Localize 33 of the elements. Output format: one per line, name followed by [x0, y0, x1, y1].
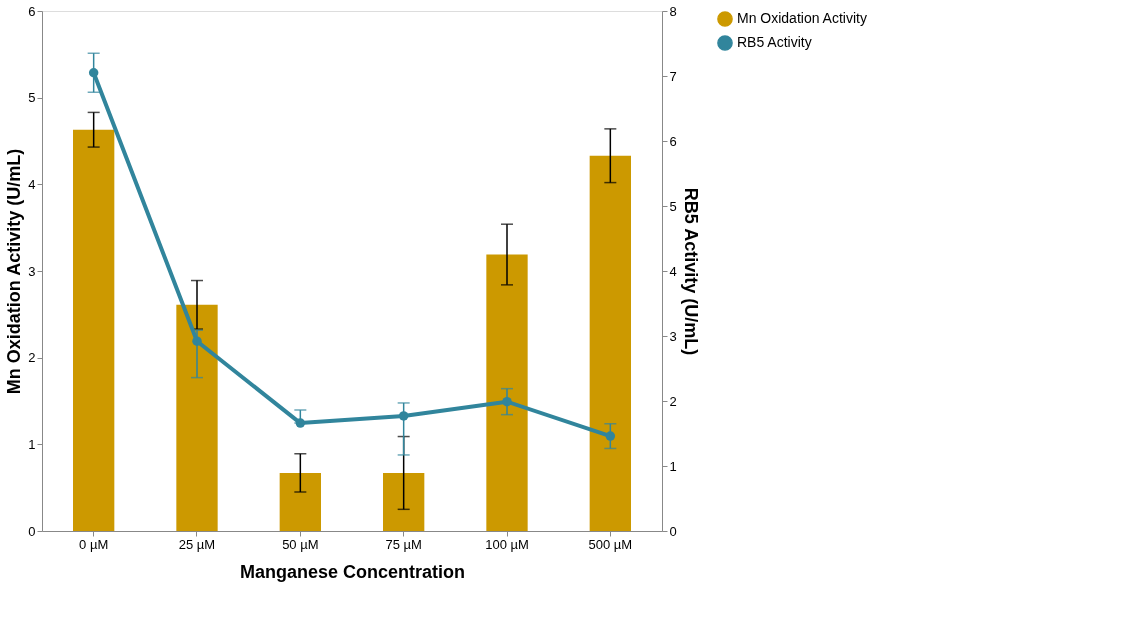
y2-tick-label: 0 — [669, 523, 677, 539]
bar — [589, 155, 631, 531]
y-tick-label: 3 — [28, 263, 36, 279]
x-tick-label: 25 µM — [178, 536, 216, 552]
legend-label: RB5 Activity — [737, 34, 812, 50]
y2-tick-label: 1 — [669, 458, 677, 474]
y2-tick-label: 8 — [669, 3, 677, 19]
x-tick-label: 50 µM — [282, 536, 319, 552]
y-tick-label: 1 — [28, 436, 36, 452]
y2-tick-label: 6 — [669, 133, 677, 149]
y2-tick-label: 2 — [669, 393, 677, 409]
y-tick-label: 2 — [28, 350, 36, 366]
bar — [383, 472, 425, 531]
y-tick-label: 4 — [28, 176, 36, 192]
y2-tick-label: 7 — [669, 68, 677, 84]
y-tick-label: 6 — [28, 3, 36, 19]
y-axis-title: Mn Oxidation Activity (U/mL) — [4, 148, 25, 395]
y2-tick-label: 3 — [669, 328, 677, 344]
y-tick-label: 5 — [28, 90, 36, 106]
y2-tick-label: 4 — [669, 263, 677, 279]
y-tick-label: 0 — [28, 523, 36, 539]
x-tick-label: 500 µM — [588, 536, 633, 552]
bar — [486, 254, 528, 531]
bar — [73, 129, 115, 531]
bar — [176, 304, 218, 531]
x-axis-title: Manganese Concentration — [239, 561, 466, 582]
x-tick-label: 100 µM — [485, 536, 529, 552]
bar — [279, 472, 321, 531]
y2-tick-label: 5 — [669, 198, 677, 214]
y2-axis-title: RB5 Activity (U/mL) — [680, 187, 701, 356]
x-tick-label: 75 µM — [385, 536, 422, 552]
x-tick-label: 0 µM — [79, 536, 109, 552]
legend-label: Mn Oxidation Activity — [737, 10, 867, 26]
